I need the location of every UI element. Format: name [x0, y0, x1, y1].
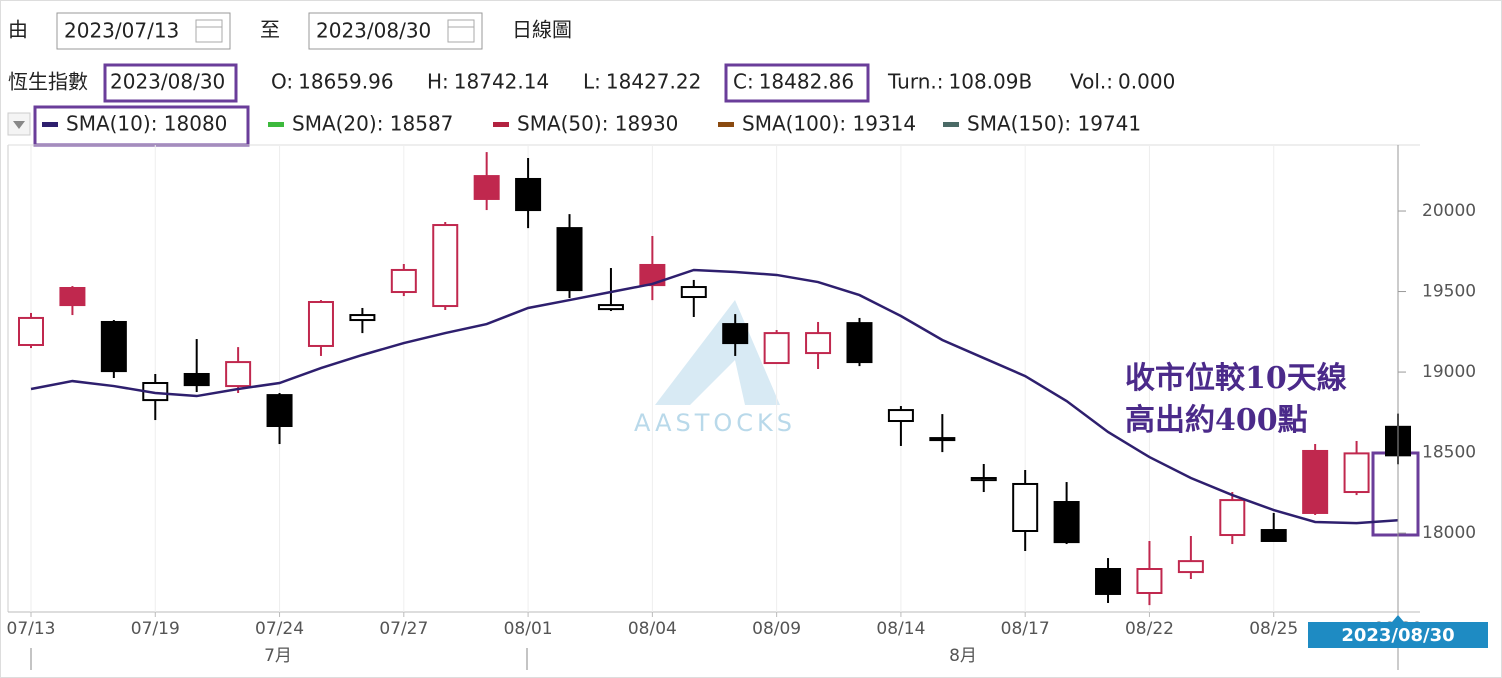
quote-label: C:	[733, 70, 754, 94]
calendar-icon[interactable]	[447, 19, 475, 43]
from-input[interactable]	[56, 12, 231, 50]
index-name: 恆生指數	[8, 70, 88, 94]
quote-label: Turn.:	[887, 70, 944, 94]
quote-value: 0.000	[1118, 70, 1175, 94]
legend-swatch	[42, 122, 58, 127]
x-tick-label: 08/17	[1001, 619, 1050, 639]
quote-value: 18742.14	[454, 70, 549, 94]
annotation: 收市位較10天線	[1125, 361, 1347, 396]
candle-body	[18, 316, 44, 347]
x-tick-label: 07/19	[131, 619, 180, 639]
quote-date: 2023/08/30	[110, 70, 225, 94]
candle-body	[887, 409, 914, 423]
candle-body	[970, 477, 997, 482]
candle-body	[1219, 499, 1246, 537]
x-tick-label: 08/09	[752, 619, 801, 639]
candle-body	[266, 394, 293, 428]
legend-label: SMA(50): 18930	[517, 112, 678, 136]
candle-body	[1012, 482, 1039, 532]
from-label: 由	[8, 18, 28, 42]
sma-line	[30, 268, 1399, 525]
candle-body	[1095, 568, 1122, 595]
to-label: 至	[260, 18, 280, 42]
candle-body	[1343, 452, 1370, 494]
candle-body	[805, 332, 832, 355]
candle-body	[929, 437, 956, 442]
candle-body	[432, 224, 459, 308]
candle-body	[1260, 529, 1287, 542]
quote-label: Vol.:	[1070, 70, 1113, 94]
x-tick-label: 08/25	[1249, 619, 1298, 639]
candle-body	[597, 304, 624, 311]
legend-swatch	[268, 122, 284, 127]
crosshair-label-bg	[1308, 622, 1488, 648]
y-tick-label: 18000	[1422, 523, 1476, 543]
legend-swatch	[718, 122, 734, 127]
legend-swatch	[943, 122, 959, 127]
candle-body	[1302, 449, 1329, 514]
candle-body	[763, 332, 790, 365]
candle-body	[556, 227, 583, 292]
to-date[interactable]: 2023/08/30	[316, 19, 431, 43]
candle-body	[100, 320, 127, 373]
quote-label: L:	[583, 70, 601, 94]
y-tick-label: 19000	[1422, 362, 1476, 382]
candle-body	[390, 268, 417, 294]
x-tick-label: 07/24	[255, 619, 304, 639]
candle-body	[59, 286, 86, 307]
calendar-icon[interactable]	[195, 19, 223, 43]
month-label: 7月	[264, 646, 292, 666]
candle-body	[722, 323, 749, 345]
x-tick-label: 07/13	[7, 619, 56, 639]
candle-body	[1053, 501, 1080, 544]
crosshair-label: 2023/08/30	[1341, 625, 1454, 646]
watermark-logo	[655, 300, 780, 405]
annotation: 高出約400點	[1125, 403, 1308, 438]
legend-label: SMA(100): 19314	[742, 112, 916, 136]
legend-label: SMA(10): 18080	[66, 112, 227, 136]
candle-body	[515, 177, 542, 212]
y-tick-label: 18500	[1422, 443, 1476, 463]
quote-label: O:	[271, 70, 293, 94]
candle-body	[349, 314, 376, 322]
y-tick-label: 19500	[1422, 282, 1476, 302]
quote-value: 108.09B	[949, 70, 1033, 94]
quote-value: 18482.86	[759, 70, 854, 94]
dropdown-arrow	[13, 121, 25, 129]
from-date[interactable]: 2023/07/13	[64, 19, 179, 43]
quote-value: 18659.96	[298, 70, 393, 94]
candle-body	[307, 301, 334, 347]
candle-body	[1177, 560, 1204, 574]
candle-body	[225, 361, 252, 388]
crosshair-marker	[1392, 615, 1404, 622]
chart-kind[interactable]: 日線圖	[512, 18, 572, 42]
candle-body	[1136, 568, 1163, 594]
quote-value: 18427.22	[606, 70, 701, 94]
legend-label: SMA(20): 18587	[292, 112, 453, 136]
x-tick-label: 08/04	[628, 619, 677, 639]
x-tick-label: 08/01	[504, 619, 553, 639]
to-input[interactable]	[308, 12, 483, 50]
x-tick-label: 08/14	[876, 619, 925, 639]
candle-body	[846, 322, 873, 364]
x-tick-label: 08/22	[1125, 619, 1174, 639]
candle-body	[473, 175, 500, 200]
candle-body	[680, 286, 707, 299]
legend-swatch	[493, 122, 509, 127]
legend-label: SMA(150): 19741	[967, 112, 1141, 136]
watermark: AASTOCKS	[634, 409, 796, 437]
highlight-box	[103, 63, 238, 103]
candle-body	[183, 372, 210, 387]
y-tick-label: 20000	[1422, 201, 1476, 221]
month-label: 8月	[949, 646, 977, 666]
x-tick-label: 07/27	[379, 619, 428, 639]
highlight-box	[724, 63, 870, 103]
quote-label: H:	[427, 70, 449, 94]
